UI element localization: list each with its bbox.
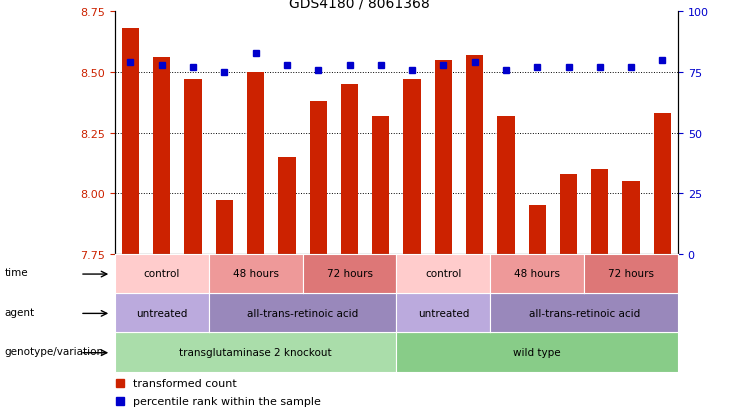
Bar <box>310 102 327 254</box>
Bar <box>528 206 546 254</box>
Bar <box>247 73 265 254</box>
Bar <box>185 80 202 254</box>
Bar <box>654 114 671 254</box>
Text: all-trans-retinoic acid: all-trans-retinoic acid <box>247 308 358 318</box>
Bar <box>341 85 358 254</box>
Bar <box>153 58 170 254</box>
Text: percentile rank within the sample: percentile rank within the sample <box>133 396 321 406</box>
Bar <box>560 174 577 254</box>
Text: untreated: untreated <box>418 308 469 318</box>
Bar <box>466 56 483 254</box>
Text: time: time <box>4 268 28 278</box>
Bar <box>622 181 639 254</box>
Bar <box>497 116 514 254</box>
Bar <box>279 157 296 254</box>
Text: agent: agent <box>4 307 35 317</box>
Text: control: control <box>425 268 462 279</box>
Bar <box>591 169 608 254</box>
Bar <box>403 80 421 254</box>
Text: transglutaminase 2 knockout: transglutaminase 2 knockout <box>179 347 332 357</box>
Text: genotype/variation: genotype/variation <box>4 347 104 356</box>
Text: 48 hours: 48 hours <box>233 268 279 279</box>
Bar <box>122 29 139 254</box>
Text: all-trans-retinoic acid: all-trans-retinoic acid <box>528 308 639 318</box>
Bar <box>372 116 390 254</box>
Text: 72 hours: 72 hours <box>327 268 373 279</box>
Text: untreated: untreated <box>136 308 187 318</box>
Text: wild type: wild type <box>514 347 561 357</box>
Text: control: control <box>144 268 180 279</box>
Bar <box>216 201 233 254</box>
Text: 72 hours: 72 hours <box>608 268 654 279</box>
Text: 48 hours: 48 hours <box>514 268 560 279</box>
Text: transformed count: transformed count <box>133 378 237 388</box>
Text: GDS4180 / 8061368: GDS4180 / 8061368 <box>289 0 430 10</box>
Bar <box>435 61 452 254</box>
